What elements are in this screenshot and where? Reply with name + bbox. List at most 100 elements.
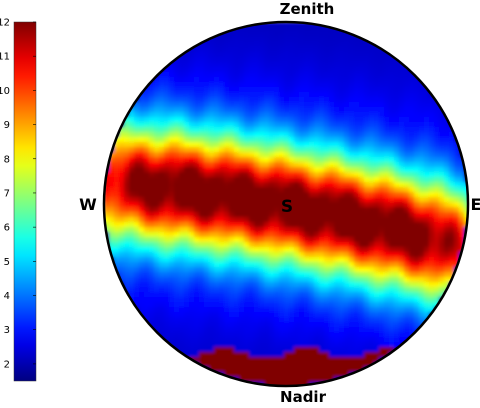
heatmap-cell	[374, 247, 380, 253]
heatmap-cell	[149, 137, 155, 143]
heatmap-cell	[364, 372, 370, 378]
heatmap-cell	[309, 312, 315, 318]
heatmap-cell	[264, 282, 270, 288]
heatmap-cell	[339, 147, 345, 153]
heatmap-cell	[344, 217, 350, 223]
heatmap-cell	[369, 247, 375, 253]
heatmap-cell	[349, 167, 355, 173]
heatmap-cell	[139, 147, 145, 153]
heatmap-cell	[284, 37, 290, 43]
heatmap-cell	[364, 217, 370, 223]
heatmap-cell	[239, 327, 245, 333]
heatmap-cell	[354, 277, 360, 283]
heatmap-cell	[269, 327, 275, 333]
heatmap-cell	[394, 72, 400, 78]
heatmap-cell	[264, 67, 270, 73]
heatmap-cell	[419, 107, 425, 113]
heatmap-cell	[134, 317, 140, 323]
heatmap-cell	[309, 37, 315, 43]
heatmap-cell	[409, 132, 415, 138]
heatmap-cell	[349, 112, 355, 118]
heatmap-cell	[174, 197, 180, 203]
heatmap-cell	[229, 227, 235, 233]
heatmap-cell	[209, 162, 215, 168]
heatmap-cell	[169, 237, 175, 243]
heatmap-cell	[174, 97, 180, 103]
heatmap-cell	[324, 262, 330, 268]
heatmap-cell	[419, 332, 425, 338]
heatmap-cell	[269, 97, 275, 103]
heatmap-cell	[109, 267, 115, 273]
heatmap-cell	[429, 227, 435, 233]
heatmap-cell	[304, 142, 310, 148]
heatmap-cell	[269, 47, 275, 53]
heatmap-cell	[124, 197, 130, 203]
heatmap-cell	[309, 32, 315, 38]
heatmap-cell	[309, 247, 315, 253]
heatmap-cell	[194, 37, 200, 43]
heatmap-cell	[404, 317, 410, 323]
heatmap-cell	[334, 167, 340, 173]
heatmap-cell	[309, 92, 315, 98]
heatmap-cell	[384, 127, 390, 133]
heatmap-cell	[394, 172, 400, 178]
heatmap-cell	[394, 102, 400, 108]
heatmap-cell	[344, 282, 350, 288]
heatmap-cell	[179, 77, 185, 83]
heatmap-cell	[264, 187, 270, 193]
heatmap-cell	[369, 152, 375, 158]
heatmap-cell	[429, 82, 435, 88]
heatmap-cell	[429, 272, 435, 278]
heatmap-cell	[279, 252, 285, 258]
heatmap-cell	[414, 177, 420, 183]
heatmap-cell	[154, 82, 160, 88]
heatmap-cell	[224, 127, 230, 133]
heatmap-cell	[244, 132, 250, 138]
heatmap-cell	[229, 277, 235, 283]
heatmap-cell	[359, 107, 365, 113]
heatmap-cell	[269, 77, 275, 83]
heatmap-cell	[379, 137, 385, 143]
heatmap-cell	[149, 237, 155, 243]
heatmap-cell	[399, 217, 405, 223]
heatmap-cell	[394, 352, 400, 358]
heatmap-cell	[279, 302, 285, 308]
heatmap-cell	[164, 182, 170, 188]
heatmap-cell	[424, 302, 430, 308]
heatmap-cell	[169, 282, 175, 288]
heatmap-cell	[249, 72, 255, 78]
heatmap-cell	[254, 182, 260, 188]
heatmap-cell	[284, 92, 290, 98]
heatmap-cell	[434, 157, 440, 163]
heatmap-cell	[129, 152, 135, 158]
heatmap-cell	[409, 92, 415, 98]
heatmap-cell	[159, 207, 165, 213]
heatmap-cell	[129, 222, 135, 228]
heatmap-cell	[364, 132, 370, 138]
heatmap-cell	[154, 197, 160, 203]
heatmap-cell	[244, 182, 250, 188]
heatmap-cell	[169, 262, 175, 268]
heatmap-cell	[294, 222, 300, 228]
heatmap-cell	[329, 287, 335, 293]
heatmap-cell	[209, 127, 215, 133]
heatmap-cell	[139, 217, 145, 223]
heatmap-cell	[314, 357, 320, 363]
heatmap-cell	[274, 332, 280, 338]
heatmap-cell	[354, 267, 360, 273]
heatmap-cell	[249, 267, 255, 273]
heatmap-cell	[174, 342, 180, 348]
heatmap-cell	[419, 227, 425, 233]
heatmap-cell	[314, 47, 320, 53]
heatmap-cell	[359, 267, 365, 273]
heatmap-cell	[239, 157, 245, 163]
heatmap-cell	[179, 287, 185, 293]
heatmap-cell	[199, 57, 205, 63]
heatmap-cell	[254, 32, 260, 38]
heatmap-cell	[224, 367, 230, 373]
heatmap-cell	[329, 42, 335, 48]
heatmap-cell	[449, 187, 455, 193]
heatmap-cell	[349, 62, 355, 68]
heatmap-cell	[364, 202, 370, 208]
heatmap-cell	[219, 192, 225, 198]
